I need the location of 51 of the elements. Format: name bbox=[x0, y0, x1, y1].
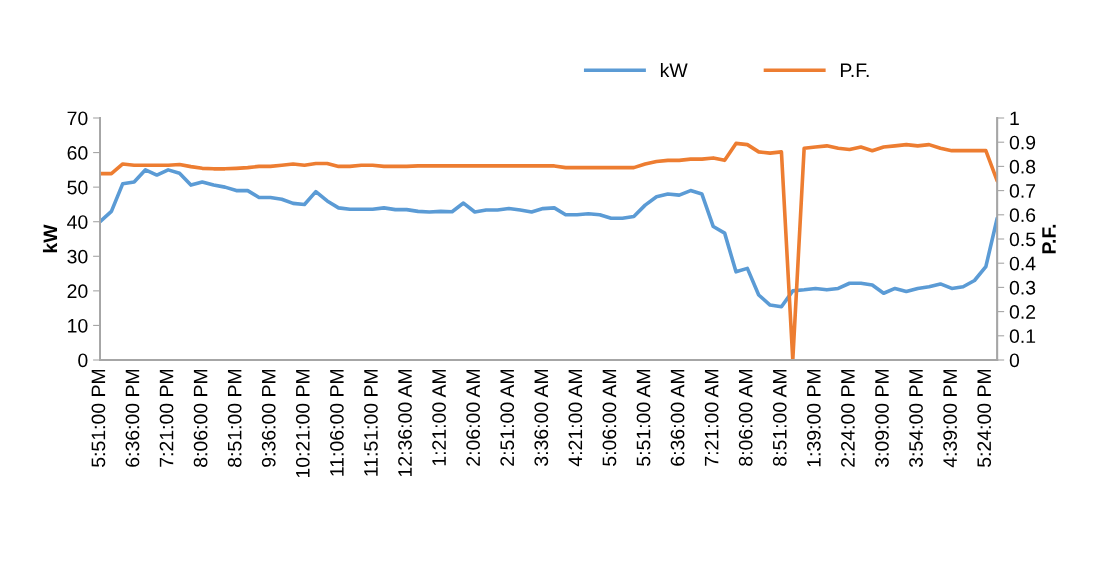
x-tick-label: 1:21:00 AM bbox=[432, 369, 446, 466]
y-tick-label: 40 bbox=[67, 215, 88, 229]
x-tick-label: 2:24:00 PM bbox=[841, 369, 855, 467]
y2-tick-label: 0.2 bbox=[1009, 305, 1036, 319]
y-axis-title: kW bbox=[42, 224, 58, 253]
x-tick-label: 3:09:00 PM bbox=[875, 369, 889, 468]
y2-tick-label: 0.7 bbox=[1009, 184, 1036, 198]
x-tick-label: 2:06:00 AM bbox=[466, 369, 481, 466]
y2-tick-label: 1 bbox=[1010, 111, 1019, 126]
y2-tick-label: 0.4 bbox=[1009, 256, 1036, 271]
y2-tick-label: 0.3 bbox=[1009, 280, 1036, 295]
x-tick-label: 5:51:00 AM bbox=[636, 369, 651, 466]
x-tick-label: 5:24:00 PM bbox=[977, 369, 992, 467]
x-tick-label: 1:39:00 PM bbox=[806, 369, 821, 467]
x-tick-label: 5:06:00 AM bbox=[602, 369, 617, 466]
x-tick-label: 7:21:00 PM bbox=[159, 369, 174, 467]
x-tick-label: 10:21:00 PM bbox=[295, 369, 310, 478]
x-tick-label: 8:51:00 PM bbox=[227, 369, 242, 467]
y-tick-label: 50 bbox=[67, 180, 88, 195]
x-tick-label: 2:51:00 AM bbox=[500, 369, 515, 466]
x-tick-label: 8:06:00 AM bbox=[738, 369, 753, 466]
y2-tick-label: 0.1 bbox=[1009, 329, 1036, 344]
x-tick-label: 5:51:00 PM bbox=[91, 369, 106, 467]
line-series bbox=[100, 168, 998, 309]
x-tick-label: 12:36:00 AM bbox=[398, 369, 412, 477]
y-tick-label: 30 bbox=[67, 249, 88, 264]
legend-label: P.F. bbox=[840, 63, 869, 77]
y-tick-label: 0 bbox=[78, 353, 88, 368]
x-tick-label: 6:36:00 PM bbox=[125, 369, 140, 467]
y-tick-label: 20 bbox=[67, 284, 88, 299]
x-tick-label: 11:51:00 PM bbox=[364, 369, 378, 476]
y2-tick-label: 0.5 bbox=[1009, 232, 1036, 247]
y2-tick-label: 0 bbox=[1009, 353, 1020, 368]
y2-axis-title: P.F. bbox=[1042, 224, 1056, 254]
y2-tick-label: 0.9 bbox=[1009, 135, 1036, 150]
y2-tick-label: 0.8 bbox=[1009, 159, 1036, 174]
y-tick-label: 60 bbox=[67, 146, 88, 160]
x-tick-label: 11:06:00 PM bbox=[329, 369, 344, 476]
x-tick-label: 8:06:00 PM bbox=[193, 369, 208, 467]
x-tick-label: 9:36:00 PM bbox=[261, 369, 276, 467]
x-tick-label: 3:36:00 AM bbox=[534, 369, 549, 466]
x-tick-label: 6:36:00 AM bbox=[670, 369, 685, 466]
x-tick-label: 8:51:00 AM bbox=[772, 369, 787, 466]
y-tick-label: 10 bbox=[68, 318, 88, 333]
x-tick-label: 3:54:00 PM bbox=[909, 369, 923, 468]
x-tick-label: 7:21:00 AM bbox=[704, 369, 719, 466]
x-tick-label: 4:39:00 PM bbox=[943, 369, 957, 468]
x-tick-label: 4:21:00 AM bbox=[568, 369, 583, 467]
legend-label: kW bbox=[660, 62, 688, 77]
y-tick-label: 70 bbox=[67, 111, 88, 126]
y2-tick-label: 0.6 bbox=[1009, 208, 1036, 223]
